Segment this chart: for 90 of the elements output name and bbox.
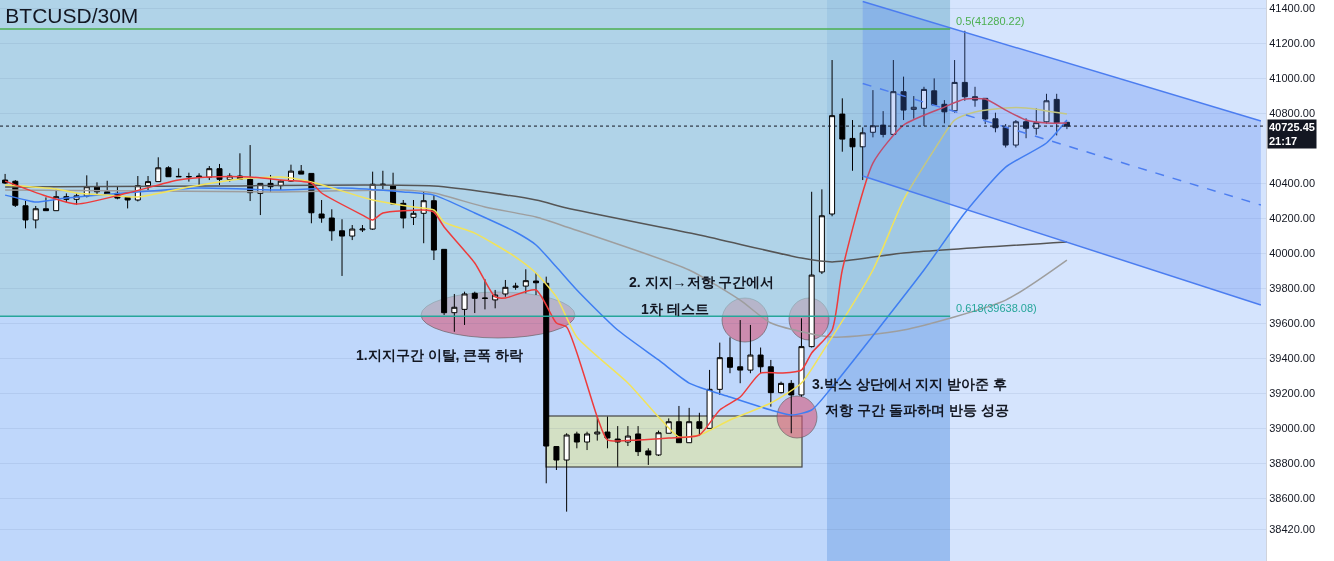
candlestick (543, 276, 550, 484)
candlestick (686, 407, 693, 444)
y-tick-label: 39200.00 (1269, 386, 1316, 399)
candlestick (737, 319, 744, 384)
y-tick-label: 39800.00 (1269, 281, 1316, 294)
candlestick (298, 164, 305, 175)
candlestick (1012, 119, 1019, 149)
candlestick (481, 278, 488, 310)
candlestick (890, 59, 897, 136)
candlestick (1043, 93, 1050, 125)
y-tick-label: 38600.00 (1269, 491, 1316, 504)
candlestick (829, 59, 836, 217)
candlestick (778, 381, 785, 395)
candlestick (747, 324, 754, 374)
candlestick (410, 199, 417, 226)
candlestick (849, 119, 856, 172)
ref-line-label: 0.5(41280.22) (956, 15, 1025, 27)
candlestick (533, 272, 540, 296)
candlestick (645, 447, 652, 466)
candlestick (1002, 123, 1009, 149)
candlestick (502, 279, 509, 298)
candlestick (859, 126, 866, 181)
candlestick (145, 175, 152, 191)
candlestick (839, 97, 846, 153)
candlestick (808, 191, 815, 349)
ref-line-label: 0.618(39638.08) (956, 302, 1037, 314)
candlestick (32, 205, 39, 229)
candlestick (471, 291, 478, 314)
candlestick (512, 282, 519, 291)
candlestick (573, 431, 580, 449)
candlestick (604, 416, 611, 449)
candlestick (635, 425, 642, 457)
y-tick-label: 41200.00 (1269, 36, 1316, 49)
candlestick (175, 167, 182, 178)
candlestick (992, 112, 999, 133)
candlestick (900, 76, 907, 121)
y-tick-label: 41400.00 (1269, 1, 1316, 14)
candlestick (767, 359, 774, 408)
annotation: 저항 구간 돌파하며 반등 성공 (825, 402, 1009, 418)
candlestick (553, 446, 560, 471)
candlestick (788, 379, 795, 434)
candlestick (1033, 107, 1040, 136)
candlestick (1053, 93, 1060, 136)
y-tick-label: 41000.00 (1269, 71, 1316, 84)
candlestick (196, 172, 203, 187)
chart-title: BTCUSD/30M (5, 4, 139, 28)
candlestick (726, 336, 733, 374)
candlestick (675, 405, 682, 444)
candlestick (522, 268, 529, 294)
candlestick (441, 248, 448, 316)
candlestick (165, 165, 172, 178)
candlestick (349, 224, 356, 241)
y-tick-label: 39400.00 (1269, 351, 1316, 364)
candlestick (584, 431, 591, 451)
candlestick (951, 59, 958, 114)
candlestick (461, 291, 468, 326)
annotation: 3.박스 상단에서 지지 받아준 후 (812, 376, 1008, 392)
candlestick (42, 196, 49, 212)
candlestick (328, 208, 335, 242)
candlestick (359, 224, 366, 233)
line-series (4, 184, 1068, 263)
annotation: 1.지지구간 이탈, 큰폭 하락 (356, 347, 524, 363)
y-tick-label: 40200.00 (1269, 211, 1316, 224)
candlestick (451, 293, 458, 333)
y-tick-label: 40800.00 (1269, 106, 1316, 119)
candlestick (655, 430, 662, 457)
candlestick (318, 199, 325, 224)
candlestick (563, 432, 570, 513)
y-tick-label: 40400.00 (1269, 176, 1316, 189)
candlestick (757, 347, 764, 374)
y-tick-label: 39000.00 (1269, 421, 1316, 434)
candlestick (430, 194, 437, 261)
ref-line-label: 40725.45 21:17 (1269, 121, 1315, 148)
y-tick-label: 38800.00 (1269, 456, 1316, 469)
candlestick (185, 172, 192, 183)
y-tick-label: 38420.00 (1269, 523, 1316, 536)
annotation: 1차 테스트 (641, 301, 709, 317)
candlestick (696, 412, 703, 437)
candlestick (124, 196, 131, 209)
candlestick (818, 188, 825, 275)
candlestick (155, 156, 162, 183)
line-series (4, 189, 1068, 338)
annotation: 2. 지지→저항 구간에서 (629, 274, 775, 290)
candlestick (798, 317, 805, 398)
y-tick-label: 39600.00 (1269, 316, 1316, 329)
y-tick-label: 40000.00 (1269, 246, 1316, 259)
candlestick (339, 218, 346, 277)
candlestick (716, 342, 723, 396)
candlestick (22, 200, 29, 229)
candlestick (216, 163, 223, 186)
